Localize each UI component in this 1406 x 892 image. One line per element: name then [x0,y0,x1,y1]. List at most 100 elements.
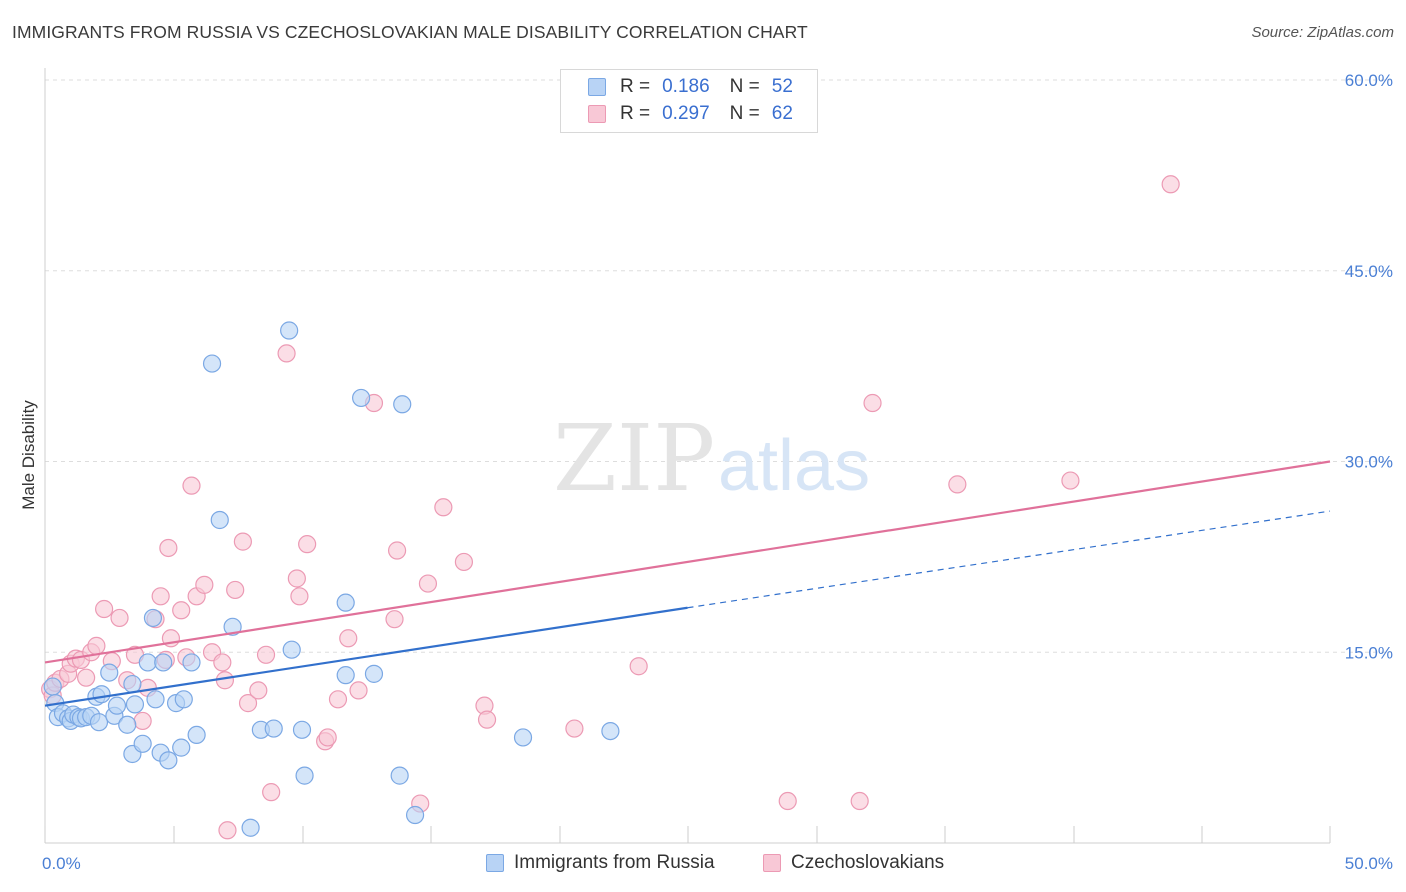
point-czech-63 [1061,471,1080,490]
y-tick-label-1: 30.0% [1345,453,1393,472]
point-russia-38 [264,719,283,738]
point-russia-12 [89,713,109,732]
point-russia-39 [280,321,299,340]
point-czech-64 [1161,175,1180,194]
point-russia-20 [125,695,145,714]
point-russia-16 [107,696,127,715]
point-czech-32 [226,580,245,600]
series-legend-swatch-czech [763,854,781,872]
point-russia-23 [143,608,163,628]
legend-n-value: 62 [771,103,793,124]
correlation-legend: R = 0.186 N = 52 R = 0.297 N = 62 [560,69,818,133]
legend-r-value: 0.186 [662,76,710,97]
point-russia-51 [601,721,620,741]
point-russia-32 [187,725,206,745]
point-czech-39 [287,569,306,588]
point-czech-8 [77,668,96,687]
point-russia-48 [393,395,412,414]
chart-title: IMMIGRANTS FROM RUSSIA VS CZECHOSLOVAKIA… [12,22,808,42]
point-russia-14 [100,663,119,682]
legend-r-value: 0.297 [662,103,710,124]
point-russia-24 [146,690,165,709]
series-russia-points [43,321,620,837]
point-czech-21 [159,538,178,558]
point-czech-45 [339,629,358,648]
point-russia-31 [182,653,201,672]
axis-layer [44,68,1331,844]
point-russia-36 [241,818,260,837]
point-czech-56 [565,719,584,738]
legend-r-label: R = [620,76,651,97]
point-czech-41 [298,535,317,554]
legend-row-russia: R = 0.186 N = 52 [588,75,793,99]
point-czech-11 [95,599,114,619]
series-legend-label-russia: Immigrants from Russia [514,852,715,873]
point-czech-53 [454,552,474,572]
point-czech-43 [318,728,337,747]
point-russia-19 [123,674,142,694]
y-tick-label-0: 15.0% [1345,643,1393,662]
point-russia-47 [390,766,409,785]
point-czech-31 [218,821,237,840]
legend-r-label: R = [620,103,651,124]
series-legend: Immigrants from Russia Czechoslovakians [0,852,1406,878]
series-legend-russia[interactable]: Immigrants from Russia [486,852,715,874]
point-russia-50 [513,728,533,747]
point-czech-44 [328,690,348,709]
point-czech-38 [277,344,296,363]
point-czech-51 [418,574,438,593]
point-russia-17 [118,715,137,734]
point-russia-44 [336,593,355,612]
point-czech-48 [385,610,404,629]
point-russia-34 [210,510,229,530]
point-russia-45 [352,388,371,408]
watermark: ZIP atlas [553,405,870,512]
point-russia-35 [223,617,242,636]
point-russia-46 [364,664,384,683]
watermark-zip: ZIP [553,405,715,512]
point-czech-62 [948,475,967,494]
chart-source: Source: ZipAtlas.com [1251,24,1394,41]
tick-layer: 15.0% 30.0% 45.0% 60.0% 0.0% 50.0% [42,71,1393,873]
point-russia-43 [336,666,355,685]
point-russia-49 [405,805,425,825]
grid-layer [45,79,1392,653]
series-legend-label-czech: Czechoslovakians [791,852,945,873]
point-czech-16 [133,711,152,731]
point-czech-33 [233,532,252,551]
point-czech-27 [195,575,214,594]
point-czech-49 [387,541,407,560]
legend-swatch-czech [588,105,606,123]
series-legend-czech[interactable]: Czechoslovakians [763,852,944,874]
point-czech-61 [863,393,882,413]
point-czech-10 [87,636,106,655]
y-tick-label-2: 45.0% [1345,262,1393,281]
point-czech-34 [238,694,258,713]
point-russia-40 [282,640,301,659]
x-tick-label-1: 50.0% [1345,854,1393,873]
point-czech-37 [262,783,281,802]
point-czech-36 [256,645,276,664]
series-legend-swatch-russia [486,854,504,872]
trend-line-russia [44,606,688,707]
legend-swatch-russia [588,78,606,96]
legend-n-label: N = [729,76,760,97]
legend-n-value: 52 [771,76,793,97]
watermark-atlas: atlas [718,426,870,506]
trend-line-russia-extension [687,510,1331,609]
point-czech-55 [477,710,497,729]
trend-layer [44,460,1331,707]
point-czech-60 [850,791,869,811]
point-czech-46 [349,681,368,700]
point-russia-13 [92,685,111,704]
point-czech-13 [110,608,129,628]
legend-n-label: N = [729,103,760,124]
point-russia-33 [202,354,222,373]
y-tick-label-3: 60.0% [1345,71,1393,90]
point-russia-22 [138,653,157,672]
point-russia-42 [295,766,314,785]
point-czech-40 [290,587,309,606]
point-russia-41 [292,720,312,739]
point-czech-25 [182,476,201,495]
